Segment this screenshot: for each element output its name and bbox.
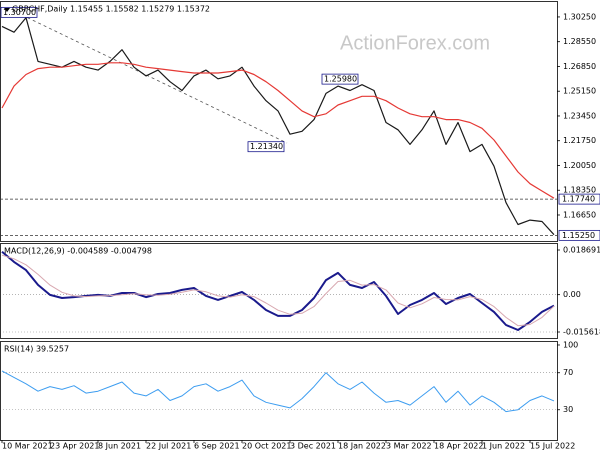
panel-title: GBPCHF,Daily 1.15455 1.15582 1.15279 1.1… <box>12 5 210 14</box>
y-tick-label: 1.18350 <box>563 186 596 195</box>
panel-title: RSI(14) 39.5257 <box>4 345 69 354</box>
annotation-box <box>247 141 285 153</box>
y-tick-label: 1.16650 <box>563 210 596 219</box>
x-tick-label: 1 Jun 2022 <box>482 442 525 450</box>
level-box <box>558 229 600 241</box>
x-tick-label: 23 Apr 2021 <box>50 442 99 450</box>
annotation-box <box>321 73 359 85</box>
panel-frame <box>0 341 558 441</box>
y-tick-label: 1.21750 <box>563 136 596 145</box>
plot-area <box>1 14 557 236</box>
x-tick-label: 15 Jul 2022 <box>530 442 575 450</box>
trend-line <box>21 14 288 144</box>
y-tick-label: 100 <box>563 340 578 349</box>
y-tick-label: 1.20050 <box>563 161 596 170</box>
x-tick-label: 22 Jul 2021 <box>146 442 191 450</box>
y-tick-label: 1.25150 <box>563 87 596 96</box>
y-tick-label: 1.26850 <box>563 62 596 71</box>
y-tick-label: 1.23450 <box>563 111 596 120</box>
plot-area <box>1 370 557 413</box>
panel-frame <box>0 243 558 339</box>
series-line <box>1 370 555 413</box>
panel-frame <box>0 1 558 242</box>
x-tick-label: 20 Oct 2021 <box>242 442 291 450</box>
panel-title: MACD(12,26,9) -0.004589 -0.004798 <box>4 247 152 256</box>
title-marker <box>4 8 10 12</box>
level-label: 1.17740 <box>562 195 595 204</box>
x-tick-label: 6 Sep 2021 <box>194 442 240 450</box>
x-tick-label: 18 Apr 2022 <box>434 442 483 450</box>
x-tick-label: 10 Mar 2021 <box>2 442 53 450</box>
annotation-label: 1.25980 <box>324 75 357 84</box>
y-tick-label: 70 <box>563 368 573 377</box>
annotation-label: 1.21340 <box>250 142 283 151</box>
x-tick-label: 8 Jun 2021 <box>98 442 141 450</box>
series-line <box>1 62 555 199</box>
series-line <box>1 17 555 236</box>
level-box <box>558 193 600 205</box>
watermark: ActionForex.com <box>340 32 490 54</box>
annotation-label: 1.30700 <box>3 8 36 17</box>
y-tick-label: 1.28550 <box>563 37 596 46</box>
x-tick-label: 18 Jan 2022 <box>338 442 386 450</box>
series-line <box>1 250 555 331</box>
plot-area <box>1 250 557 333</box>
y-tick-label: 30 <box>563 405 573 414</box>
x-tick-label: 3 Mar 2022 <box>386 442 432 450</box>
series-line <box>1 254 555 327</box>
y-tick-label: 0.018691 <box>563 246 600 255</box>
y-tick-label: -0.015618 <box>563 328 600 337</box>
x-tick-label: 3 Dec 2021 <box>290 442 336 450</box>
annotation-box <box>0 6 38 18</box>
y-tick-label: 1.30250 <box>563 12 596 21</box>
level-label: 1.15250 <box>562 231 595 240</box>
y-tick-label: 0.00 <box>563 290 581 299</box>
